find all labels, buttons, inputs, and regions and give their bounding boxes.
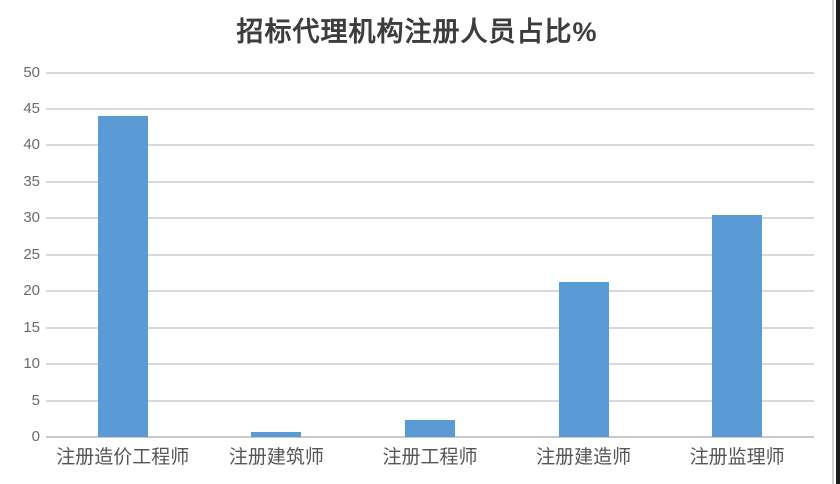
right-edge-line <box>832 0 834 484</box>
y-tick-label: 25 <box>23 245 40 263</box>
x-category-label: 注册工程师 <box>382 447 478 468</box>
y-tick-label: 50 <box>23 63 40 81</box>
gridline <box>46 144 814 147</box>
y-tick-label: 10 <box>23 355 40 373</box>
gridline <box>46 253 814 256</box>
y-tick-label: 45 <box>23 99 40 117</box>
y-tick-label: 20 <box>23 282 40 300</box>
gridline <box>46 326 814 329</box>
x-category-label: 注册监理师 <box>689 447 785 468</box>
x-category-label: 注册造价工程师 <box>56 447 190 468</box>
chart-title: 招标代理机构注册人员占比% <box>236 17 598 47</box>
bar <box>97 116 148 437</box>
y-tick-label: 5 <box>31 391 40 409</box>
gridline <box>46 107 814 110</box>
gridline <box>46 399 814 402</box>
gridline <box>46 290 814 293</box>
y-tick-label: 15 <box>23 318 40 336</box>
x-category-label: 注册建造师 <box>536 447 632 468</box>
right-edge-border <box>836 0 840 484</box>
y-tick-label: 0 <box>31 428 40 445</box>
y-tick-label: 40 <box>23 136 40 154</box>
gridline <box>46 180 814 183</box>
gridline <box>46 363 814 366</box>
bar <box>558 281 609 437</box>
y-tick-label: 30 <box>23 209 40 227</box>
bar <box>405 419 455 437</box>
y-tick-label: 35 <box>23 172 40 190</box>
gridline <box>46 71 814 74</box>
gridline <box>46 217 814 220</box>
bar <box>251 431 302 437</box>
x-category-label: 注册建筑师 <box>228 447 324 468</box>
x-axis-line <box>46 436 814 438</box>
bar <box>712 215 763 437</box>
